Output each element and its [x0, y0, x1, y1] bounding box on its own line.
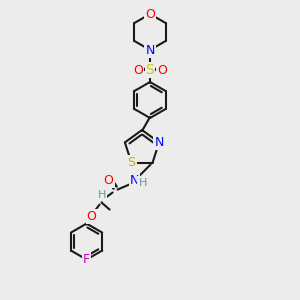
Text: N: N [145, 44, 155, 56]
Text: O: O [157, 64, 167, 76]
Text: H: H [138, 178, 147, 188]
Text: N: N [154, 136, 164, 149]
Text: F: F [83, 253, 90, 266]
Text: S: S [146, 63, 154, 77]
Text: O: O [145, 8, 155, 20]
Text: O: O [87, 210, 97, 223]
Text: O: O [133, 64, 143, 76]
Text: S: S [128, 156, 135, 169]
Text: H: H [98, 190, 106, 200]
Text: N: N [130, 174, 139, 187]
Text: O: O [103, 174, 113, 187]
